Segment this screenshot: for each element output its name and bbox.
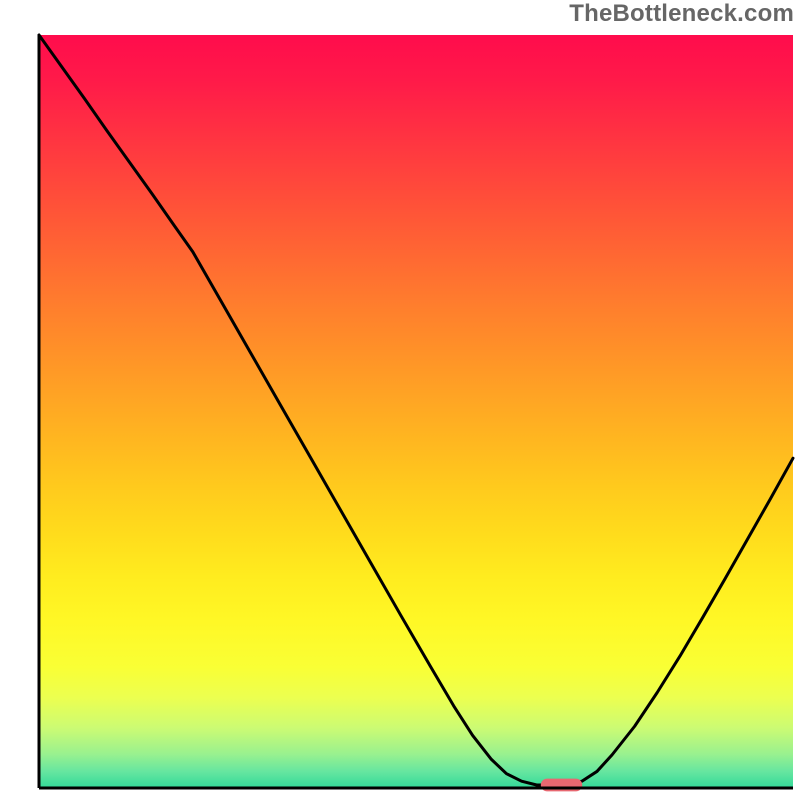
gradient-background: [39, 35, 793, 788]
chart-svg: [0, 0, 800, 800]
watermark-text: TheBottleneck.com: [569, 0, 794, 26]
bottleneck-chart: TheBottleneck.com: [0, 0, 800, 800]
